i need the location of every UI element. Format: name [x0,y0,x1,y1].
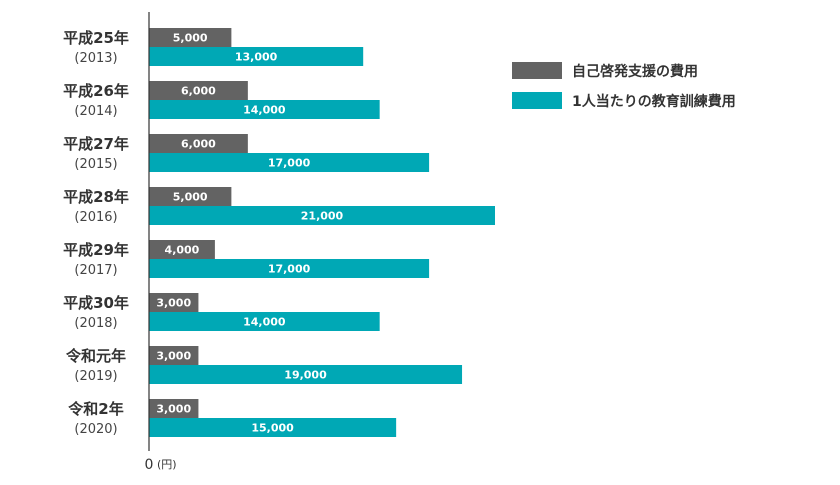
bar-self-development [149,134,248,153]
x-axis-unit-label: (円) [157,458,177,471]
legend-label: 1人当たりの教育訓練費用 [572,93,736,110]
bar-value-label: 5,000 [173,32,208,45]
bar-value-label: 19,000 [284,369,327,382]
category-label: 令和元年 [66,347,126,365]
category-year-label: (2013) [74,51,117,66]
category-labels: 平成25年 (2013) 平成26年 (2014) 平成27年 (2015) 平成28年 (2… [63,29,129,437]
category-label: 平成26年 [63,82,129,100]
bar-value-label: 21,000 [301,210,344,223]
bar-self-development [149,240,215,259]
bar-value-label: 5,000 [173,191,208,204]
legend-swatch [512,62,562,79]
bar-value-label: 13,000 [235,51,278,64]
category-year-label: (2019) [74,369,117,384]
category-year-label: (2018) [74,316,117,331]
bar-value-label: 6,000 [181,85,216,98]
bar-training-cost [149,365,463,384]
bar-training-cost [149,153,430,172]
category-year-label: (2017) [74,263,117,278]
bar-value-label: 17,000 [268,263,311,276]
bar-self-development [149,28,232,47]
bar-value-label: 14,000 [243,316,286,329]
bars-group: 5,000 13,000 6,000 14,000 6,000 17,000 5,000 21… [149,28,495,437]
bar-training-cost [149,206,495,225]
category-label: 平成27年 [63,135,129,153]
category-label: 平成30年 [63,294,129,312]
bar-self-development [149,399,199,418]
legend-label: 自己啓発支援の費用 [572,63,698,80]
x-axis-zero-label: 0 [145,457,154,473]
bar-training-cost [149,259,430,278]
bar-training-cost [149,418,397,437]
bar-self-development [149,81,248,100]
bar-training-cost [149,100,380,119]
bar-value-label: 4,000 [165,244,200,257]
category-label: 平成28年 [63,188,129,206]
bar-value-label: 6,000 [181,138,216,151]
category-year-label: (2020) [74,422,117,437]
bar-training-cost [149,47,364,66]
bar-value-label: 3,000 [156,403,191,416]
category-label: 平成29年 [63,241,129,259]
bar-self-development [149,346,199,365]
category-label: 令和2年 [68,400,123,418]
category-label: 平成25年 [63,29,129,47]
category-year-label: (2015) [74,157,117,172]
bar-training-cost [149,312,380,331]
legend-swatch [512,92,562,109]
bar-self-development [149,293,199,312]
category-year-label: (2014) [74,104,117,119]
bar-value-label: 15,000 [251,422,294,435]
bar-value-label: 14,000 [243,104,286,117]
bar-self-development [149,187,232,206]
bar-value-label: 3,000 [156,297,191,310]
category-year-label: (2016) [74,210,117,225]
legend: 自己啓発支援の費用 1人当たりの教育訓練費用 [512,62,736,110]
bar-value-label: 17,000 [268,157,311,170]
bar-value-label: 3,000 [156,350,191,363]
